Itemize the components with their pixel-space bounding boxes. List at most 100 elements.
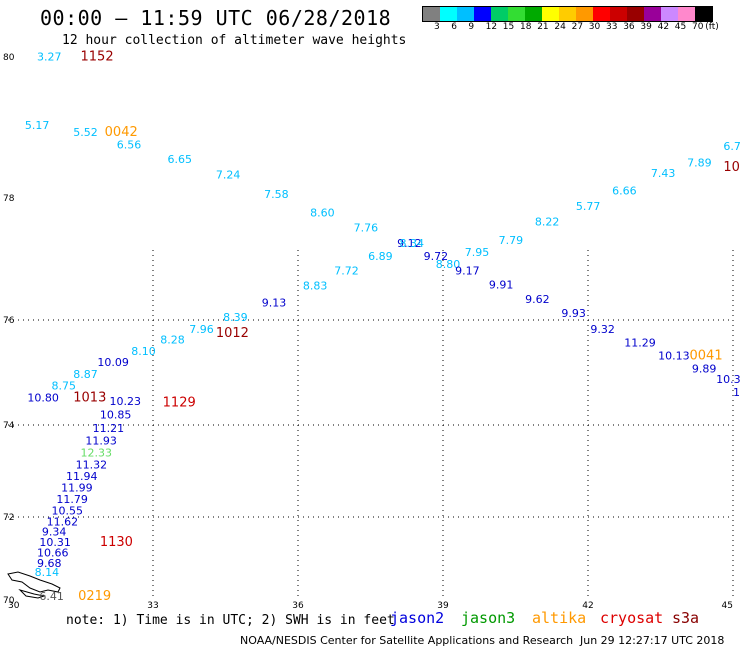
color-scale-tick: 18	[520, 22, 532, 32]
color-swatch	[695, 7, 712, 21]
wave-height-value: 7.24	[216, 168, 241, 181]
wave-height-value: 8.34	[400, 237, 425, 250]
pass-time-label: 0041	[690, 348, 723, 363]
color-swatch	[627, 7, 644, 21]
lat-tick-label: 74	[3, 421, 15, 431]
wave-height-value: 10.30	[716, 373, 740, 386]
color-scale-tick: 6	[451, 22, 457, 32]
lon-tick-label: 45	[722, 601, 733, 611]
wave-height-value: 7.72	[334, 264, 359, 277]
wave-height-value: 8.22	[535, 215, 560, 228]
wave-height-value: 9.12	[397, 237, 422, 250]
wave-height-value: 8.60	[310, 206, 335, 219]
wave-height-value: 8.87	[73, 368, 98, 381]
color-swatch	[559, 7, 576, 21]
wave-height-value: 6.89	[368, 250, 393, 263]
wave-height-value: 9.72	[424, 250, 449, 263]
pass-time-label: 1013	[73, 390, 106, 405]
color-scale-tick: 24	[554, 22, 566, 32]
color-swatch	[576, 7, 593, 21]
color-scale-tick: 36	[623, 22, 635, 32]
axis-labels: 30 33 36 39 42 45 80 78 76 74 72 70	[3, 53, 733, 611]
color-swatch	[508, 7, 525, 21]
color-swatch	[440, 7, 457, 21]
wave-height-value: 8.75	[52, 379, 77, 392]
color-swatch	[542, 7, 559, 21]
wave-height-value: 8.83	[303, 280, 328, 293]
color-swatch	[678, 7, 695, 21]
color-swatch	[491, 7, 508, 21]
wave-height-value: 9.91	[489, 278, 513, 291]
color-scale-tick: 42	[657, 22, 670, 32]
color-scale-tick: 3	[434, 22, 440, 32]
pass-time-label: 0042	[105, 125, 138, 140]
color-scale-tick: 21	[537, 22, 549, 32]
wave-height-value: 10.23	[110, 395, 142, 408]
wave-height-value: 7.96	[189, 323, 214, 336]
color-swatch	[661, 7, 678, 21]
wave-height-value: 10.85	[100, 409, 132, 422]
color-scale-tick: 45	[674, 22, 687, 32]
color-swatch	[644, 7, 661, 21]
color-swatch	[593, 7, 610, 21]
time-labels: 1152 0042 1011 0041 1012 1013 1129 1130 0219	[73, 50, 740, 604]
lon-tick-label: 30	[8, 601, 20, 611]
satellite-name: s3a	[672, 609, 700, 627]
wave-height-value: 6.66	[612, 184, 637, 197]
wave-height-value: 11.62	[47, 515, 79, 528]
color-swatch	[525, 7, 542, 21]
unit-label: (ft)	[705, 22, 719, 32]
satellite-name: jason2	[390, 609, 445, 627]
satellite-name: altika	[532, 609, 587, 627]
coastline-shape-2	[18, 588, 46, 599]
lon-tick-label: 36	[292, 601, 304, 611]
wave-height-value: 7.58	[264, 188, 289, 201]
lat-tick-label: 78	[3, 194, 15, 204]
page-subtitle: 12 hour collection of altimeter wave hei…	[62, 33, 407, 48]
wave-height-value: 6.56	[117, 139, 142, 152]
pass-time-label: 1129	[163, 396, 196, 411]
wave-height-value: 9.17	[455, 264, 480, 277]
wave-height-value: 10.55	[52, 505, 84, 518]
wave-height-value: 10.31	[39, 536, 71, 549]
wave-height-value: 9.93	[561, 307, 586, 320]
color-scale-tick: 33	[606, 22, 618, 32]
wave-height-value: 8.14	[35, 566, 60, 579]
wave-height-value: 9.34	[42, 526, 66, 539]
pass-time-label: 1012	[216, 326, 249, 341]
wave-height-value: 5.77	[576, 200, 601, 213]
wave-height-value: 5.17	[25, 119, 49, 132]
wave-height-value: 10	[733, 386, 740, 399]
lat-tick-label: 76	[3, 316, 15, 326]
lat-tick-label: 70	[3, 596, 15, 606]
color-scale-tick: 15	[502, 22, 515, 32]
color-scale-tick: 12	[485, 22, 498, 32]
wave-height-value: 12.33	[81, 446, 113, 459]
lon-tick-label: 39	[437, 601, 449, 611]
wave-height-value: 5.52	[73, 126, 98, 139]
color-scale-tick: 39	[640, 22, 652, 32]
page-title: 00:00 – 11:59 UTC 06/28/2018	[40, 6, 392, 30]
lon-tick-label: 33	[147, 601, 158, 611]
wave-height-value: 6.65	[168, 153, 193, 166]
wave-height-value: 7.79	[499, 234, 524, 247]
color-scale-tick: 30	[588, 22, 601, 32]
color-scale-labels: 3 6 9 12 15 18 21 24 27 30 33 36 39 42 45 70 (ft)	[422, 22, 740, 34]
lat-tick-label: 72	[3, 513, 14, 523]
wave-height-value: 9.68	[37, 557, 62, 570]
wave-height-value: 10.80	[27, 391, 59, 404]
pass-time-label: 1011	[723, 160, 740, 175]
wave-height-value: 7.89	[687, 156, 712, 169]
coastline	[7, 571, 61, 599]
pass-time-label: 0219	[78, 589, 111, 604]
wave-height-value: 10.13	[658, 349, 690, 362]
wave-height-value: 10.66	[37, 546, 69, 559]
wave-height-value: 9.62	[525, 293, 550, 306]
pass-time-label: 1152	[81, 50, 114, 65]
color-scale-tick: 27	[571, 22, 584, 32]
wave-height-color-scale	[422, 6, 713, 22]
wave-height-value: 3.27	[37, 51, 62, 64]
color-swatch	[423, 7, 440, 21]
wave-height-value: 6.41	[39, 590, 64, 603]
